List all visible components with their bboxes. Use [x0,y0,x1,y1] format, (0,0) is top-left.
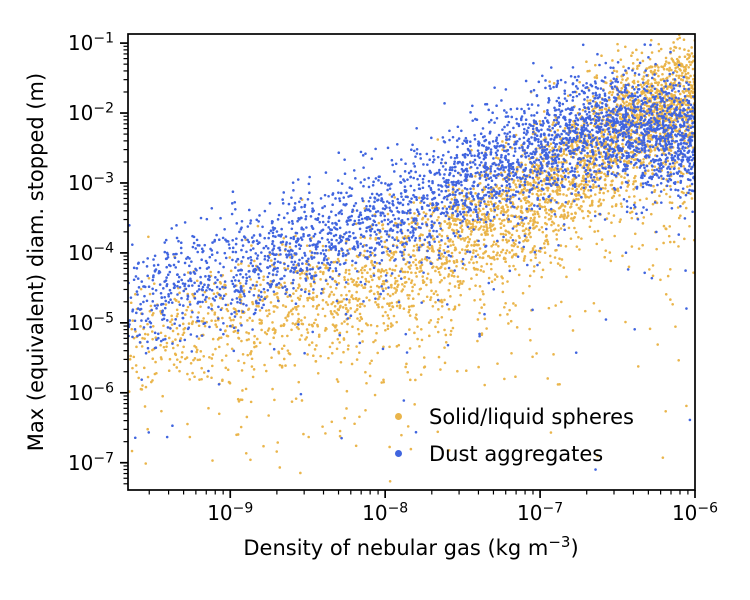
legend-marker-solid-liquid-spheres-icon [395,413,402,420]
legend-label-dust-aggregates: Dust aggregates [429,441,604,466]
legend: Solid/liquid spheres Dust aggregates [395,398,634,472]
x-axis-label-suffix: ) [570,536,579,560]
x-axis-label-text: Density of nebular gas (kg m [243,536,549,560]
legend-item-dust-aggregates: Dust aggregates [395,435,634,472]
legend-label-solid-liquid-spheres: Solid/liquid spheres [429,404,634,429]
legend-marker-dust-aggregates-icon [395,450,402,457]
y-axis-label: Max (equivalent) diam. stopped (m) [24,72,48,452]
legend-item-solid-liquid-spheres: Solid/liquid spheres [395,398,634,435]
x-axis-label-superscript: −3 [548,533,571,551]
x-axis-label: Density of nebular gas (kg m−3) [161,533,661,561]
